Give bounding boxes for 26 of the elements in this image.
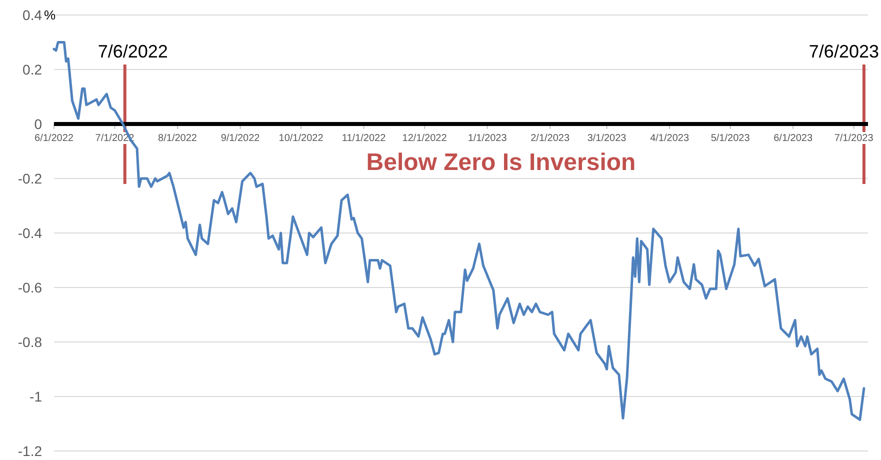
ref-line-label: 7/6/2023 (808, 42, 879, 62)
x-tick-label: 3/1/2023 (587, 133, 627, 144)
x-tick-label: 4/1/2023 (650, 133, 690, 144)
x-tick-label: 5/1/2023 (710, 133, 750, 144)
y-tick-label: -0.4 (18, 224, 42, 241)
y-tick-label: -0.2 (18, 170, 42, 186)
y-tick-label: 0 (34, 116, 42, 132)
y-tick-label: -1 (30, 388, 42, 404)
x-tick-label: 6/1/2022 (34, 133, 74, 144)
y-tick-label: -1.2 (18, 442, 42, 459)
x-tick-label: 2/1/2023 (530, 133, 570, 144)
x-tick-label: 8/1/2022 (158, 133, 198, 144)
x-tick-label: 11/1/2022 (342, 133, 386, 144)
ref-line-label: 7/6/2022 (98, 42, 168, 62)
x-tick-label: 6/1/2023 (774, 133, 813, 144)
x-tick-label: 10/1/2022 (278, 133, 324, 144)
y-tick-label: -0.6 (18, 279, 42, 296)
y-tick-label: 0.2 (22, 61, 42, 78)
y-axis-title: % (44, 8, 56, 23)
y-tick-label: 0.4 (22, 6, 42, 23)
x-tick-label: 12/1/2022 (402, 133, 448, 144)
x-tick-label: 7/1/2023 (834, 133, 874, 144)
y-tick-label: -0.8 (18, 334, 42, 350)
annotation: Below Zero Is Inversion (366, 149, 636, 176)
x-tick-label: 1/1/2023 (468, 133, 508, 144)
x-tick-label: 9/1/2022 (220, 133, 260, 144)
